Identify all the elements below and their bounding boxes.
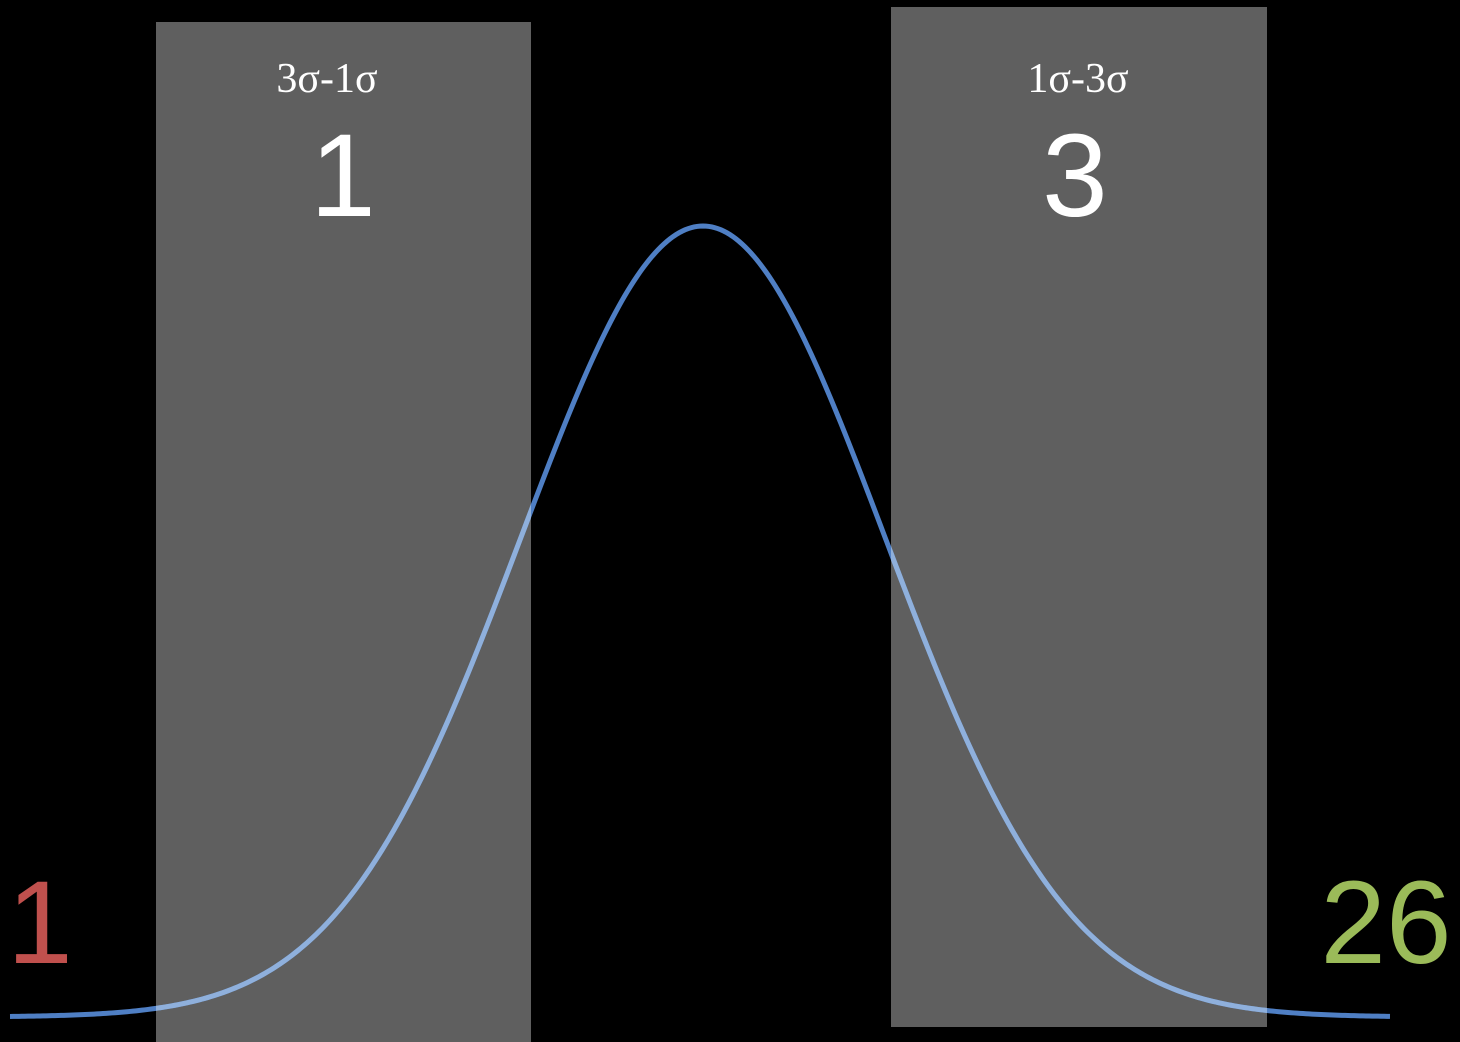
bell-curve-left-band-segment xyxy=(156,503,531,1011)
right-band-panel xyxy=(891,7,1267,1027)
left-band-panel xyxy=(156,22,531,1042)
left-tail-count: 1 xyxy=(7,857,73,989)
right-tail-count: 26 xyxy=(1320,857,1451,989)
left-band-range-label: 3σ-1σ xyxy=(276,56,377,102)
right-band-count: 3 xyxy=(1042,110,1108,242)
left-band-count: 1 xyxy=(310,110,376,242)
bell-curve-right-band-segment xyxy=(891,546,1267,1014)
right-band-range-label: 1σ-3σ xyxy=(1027,56,1128,102)
